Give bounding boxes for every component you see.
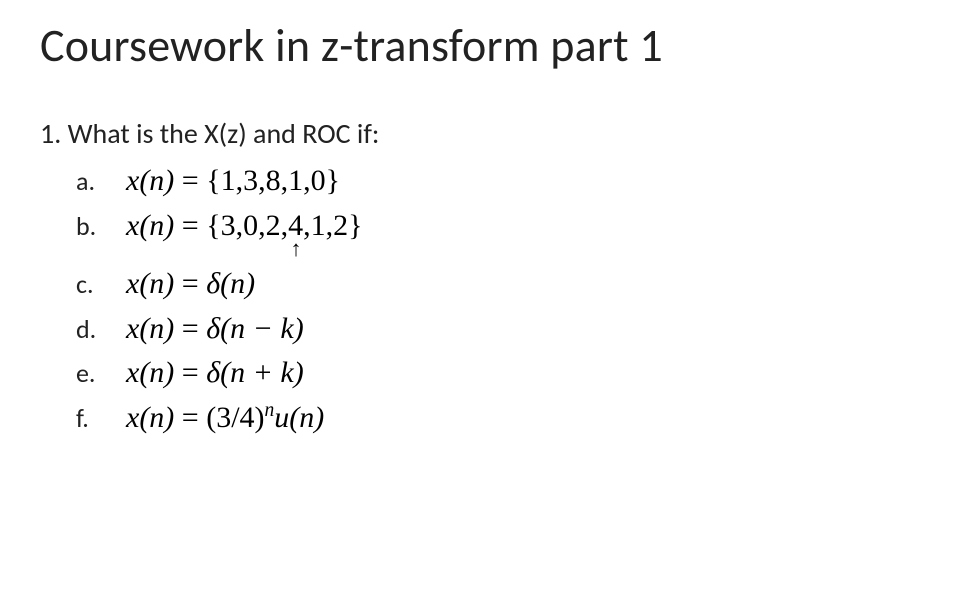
item-formula: x(n) = {3,0,2,4,1,2} ↑: [126, 206, 363, 247]
page: Coursework in z-transform part 1 1. What…: [0, 0, 968, 438]
question-text: 1. What is the X(z) and ROC if:: [40, 116, 928, 151]
list-item: a. x(n) = {1,3,8,1,0}: [76, 161, 928, 202]
list-item: c. x(n) = δ(n): [76, 264, 928, 305]
eq: =: [174, 312, 206, 345]
origin-arrow-icon: ↑: [291, 238, 302, 260]
item-label: a.: [76, 164, 126, 199]
eq: =: [174, 164, 206, 197]
sequence: 1,3,8,1,0: [221, 164, 326, 197]
rhs: δ(n): [206, 267, 255, 300]
eq: =: [174, 356, 206, 389]
item-label: f.: [76, 401, 126, 436]
brace-open: {: [206, 164, 220, 197]
list-item: d. x(n) = δ(n − k): [76, 309, 928, 350]
lhs: x(n): [126, 401, 174, 434]
brace-open: {: [206, 209, 220, 242]
item-label: c.: [76, 267, 126, 302]
item-label: d.: [76, 312, 126, 347]
eq: =: [174, 401, 206, 434]
item-formula: x(n) = δ(n): [126, 264, 255, 305]
eq: =: [174, 267, 206, 300]
page-title: Coursework in z-transform part 1: [40, 18, 928, 74]
item-formula: x(n) = δ(n − k): [126, 309, 304, 350]
brace-close: }: [326, 164, 340, 197]
lhs: x(n): [126, 356, 174, 389]
item-label: e.: [76, 356, 126, 391]
rhs-tail: u(n): [274, 401, 324, 434]
rhs: δ(n − k): [206, 312, 304, 345]
item-formula: x(n) = {1,3,8,1,0}: [126, 161, 340, 202]
sequence: 3,0,2,4,1,2: [221, 209, 349, 242]
item-formula: x(n) = (3/4)nu(n): [126, 398, 324, 439]
rhs: δ(n + k): [206, 356, 304, 389]
lhs: x(n): [126, 164, 174, 197]
item-label: b.: [76, 209, 126, 244]
lhs: x(n): [126, 209, 174, 242]
item-list: a. x(n) = {1,3,8,1,0} b. x(n) = {3,0,2,4…: [40, 161, 928, 438]
rhs-exp: n: [265, 400, 275, 421]
lhs: x(n): [126, 312, 174, 345]
eq: =: [174, 209, 206, 242]
brace-close: }: [348, 209, 362, 242]
rhs-base: (3/4): [206, 401, 264, 434]
list-item: e. x(n) = δ(n + k): [76, 353, 928, 394]
lhs: x(n): [126, 267, 174, 300]
item-formula: x(n) = δ(n + k): [126, 353, 304, 394]
list-item: f. x(n) = (3/4)nu(n): [76, 398, 928, 439]
list-item: b. x(n) = {3,0,2,4,1,2} ↑: [76, 206, 928, 247]
